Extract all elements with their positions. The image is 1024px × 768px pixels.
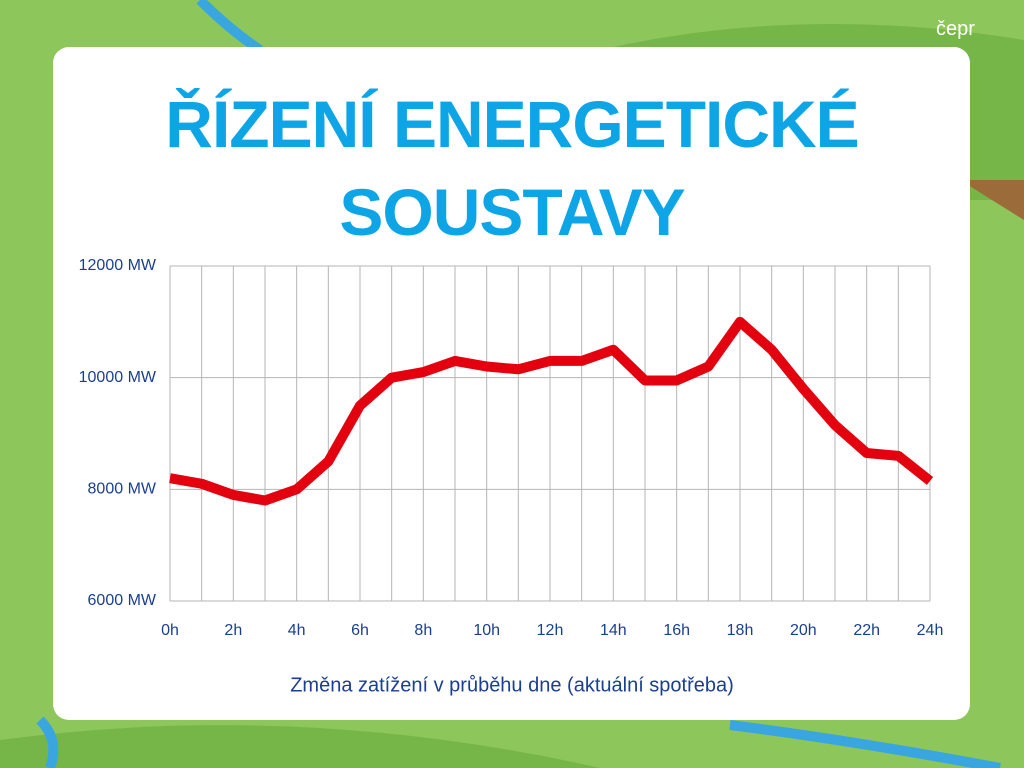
x-tick-label: 16h [663,622,690,639]
x-tick-label: 4h [288,622,306,639]
x-tick-label: 8h [414,622,432,639]
x-tick-label: 6h [351,622,369,639]
x-axis-label: Změna zatížení v průběhu dne (aktuální s… [290,674,734,696]
x-tick-label: 24h [917,622,944,639]
y-tick-label: 10000 MW [79,369,157,386]
field [960,180,1024,220]
x-tick-label: 2h [224,622,242,639]
x-tick-label: 12h [537,622,564,639]
card [53,47,970,720]
y-tick-label: 6000 MW [88,592,157,609]
chart-title: ŘÍZENÍ ENERGETICKÉ SOUSTAVY [165,87,859,249]
river [36,0,1001,768]
x-tick-label: 14h [600,622,627,639]
y-tick-label: 8000 MW [88,481,157,498]
hill [0,725,600,768]
logo: čepr [936,18,975,40]
y-tick-label: 12000 MW [79,257,157,274]
x-tick-label: 22h [853,622,880,639]
x-tick-label: 20h [790,622,817,639]
x-tick-label: 18h [727,622,754,639]
line [169,316,934,506]
x-tick-label: 0h [161,622,179,639]
x-tick-label: 10h [473,622,500,639]
